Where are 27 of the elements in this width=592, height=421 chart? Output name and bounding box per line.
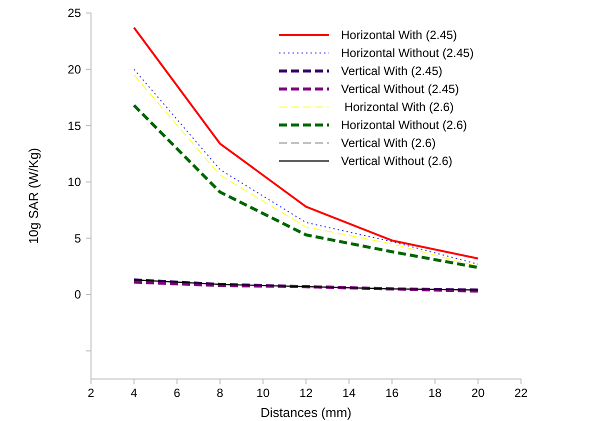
x-tick-label: 22 [514, 386, 528, 400]
legend-label: Horizontal With (2.6) [341, 100, 454, 114]
legend-label: Vertical Without (2.45) [341, 82, 460, 96]
x-tick-label: 16 [385, 386, 399, 400]
legend-label: Horizontal With (2.45) [341, 28, 458, 42]
y-tick-label: 10 [68, 175, 82, 190]
x-tick-label: 10 [256, 386, 270, 400]
y-tick-label: 0 [74, 288, 82, 302]
x-axis-title: Distances (mm) [260, 405, 352, 420]
legend-label: Vertical With (2.45) [341, 64, 442, 78]
legend-label: Horizontal Without (2.6) [341, 118, 468, 132]
x-tick-label: 14 [342, 386, 356, 400]
x-tick-label: 2 [88, 386, 95, 400]
x-tick-label: 4 [130, 386, 138, 400]
x-tick-label: 12 [299, 386, 313, 400]
legend-label: Vertical Without (2.6) [341, 154, 452, 168]
legend-label: Horizontal Without (2.45) [341, 46, 474, 60]
x-tick-label: 8 [216, 386, 224, 400]
y-tick-label: 5 [74, 231, 82, 246]
y-tick-label: 15 [68, 118, 82, 133]
y-tick-label: 25 [68, 6, 82, 20]
y-axis-title: 10g SAR (W/Kg) [26, 148, 41, 244]
x-tick-label: 20 [471, 386, 485, 400]
y-tick-label: 20 [68, 62, 82, 77]
legend-label: Vertical With (2.6) [341, 136, 436, 150]
x-tick-label: 6 [174, 386, 181, 400]
x-tick-label: 18 [428, 386, 442, 400]
